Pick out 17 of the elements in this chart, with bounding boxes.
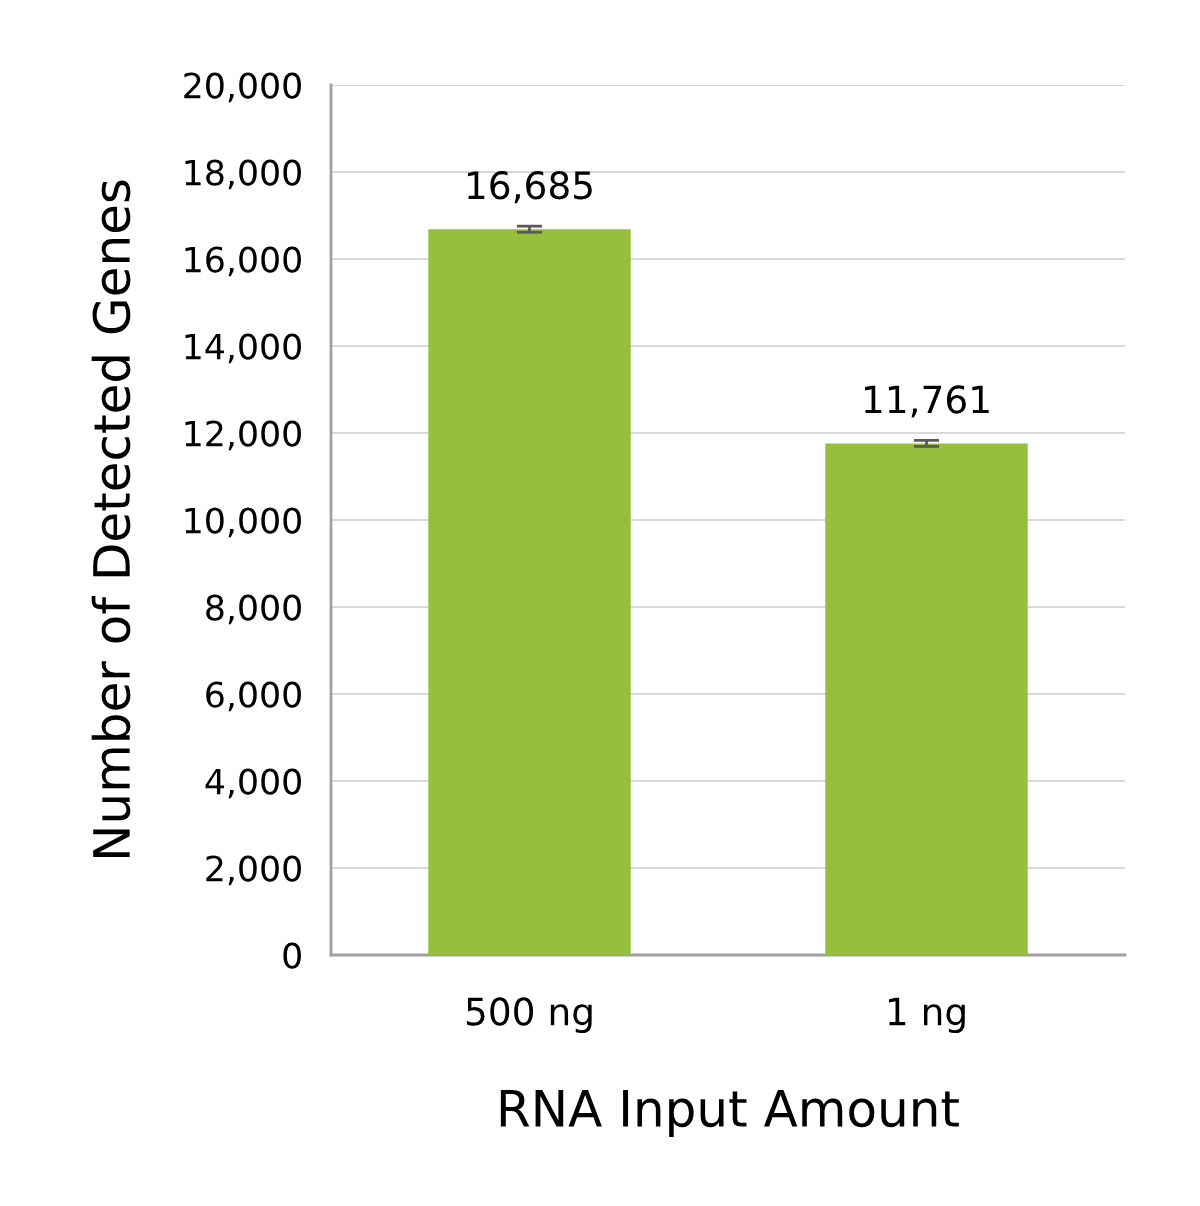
y-tick-label: 18,000 xyxy=(185,159,301,190)
y-tick-label: 6,000 xyxy=(206,681,301,712)
y-tick-label: 0 xyxy=(283,942,301,969)
y-tick-label: 20,000 xyxy=(184,72,301,103)
data-label: 16,685 xyxy=(468,171,592,204)
y-tick-label: 16,000 xyxy=(185,246,301,277)
y-tick-label: 4,000 xyxy=(205,768,301,799)
x-tick-label: 1 ng xyxy=(888,997,965,1033)
y-tick-label: 14,000 xyxy=(185,333,301,364)
y-tick-label: 12,000 xyxy=(185,420,301,451)
x-axis-title: RNA Input Amount xyxy=(500,1090,959,1137)
y-axis-title: Number of Detected Genes xyxy=(91,180,131,858)
data-label: 11,761 xyxy=(865,385,989,418)
y-tick-label: 2,000 xyxy=(206,855,301,886)
y-tick-label: 8,000 xyxy=(206,594,301,625)
x-tick-label: 500 ng xyxy=(466,997,592,1033)
y-tick-label: 10,000 xyxy=(185,507,301,538)
